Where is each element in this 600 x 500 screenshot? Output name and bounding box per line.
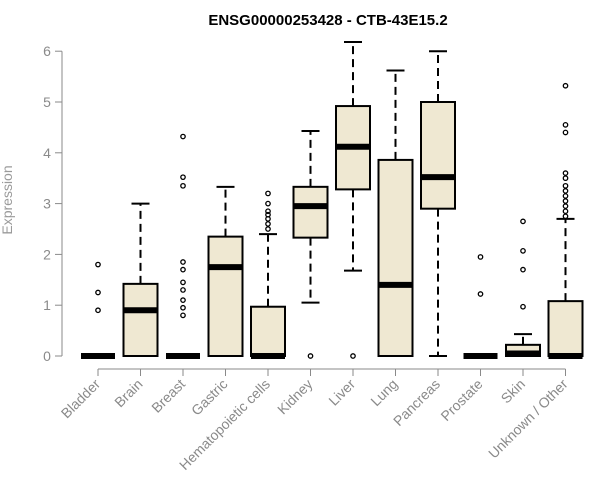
y-tick-label: 1 xyxy=(43,297,51,313)
box-gastric xyxy=(207,185,244,357)
outlier-point xyxy=(265,190,271,197)
outlier-point xyxy=(180,297,186,303)
outlier-point xyxy=(562,193,569,199)
box-brain xyxy=(122,202,159,358)
y-tick-label: 0 xyxy=(43,348,51,364)
x-tick-label: Prostate xyxy=(437,376,485,424)
x-tick-label: Brain xyxy=(111,376,145,410)
x-tick-label: Breast xyxy=(148,376,188,416)
x-tick-label: Skin xyxy=(498,376,529,407)
chart-title: ENSG00000253428 - CTB-43E15.2 xyxy=(208,12,447,29)
box-lung xyxy=(377,69,414,357)
y-tick-label: 3 xyxy=(43,196,51,212)
outlier-point xyxy=(562,203,569,209)
outlier-point xyxy=(95,289,101,296)
boxes xyxy=(81,41,584,359)
x-tick-label: Kidney xyxy=(274,376,316,418)
box-hematopoietic-cells xyxy=(250,190,286,359)
x-tick-label: Bladder xyxy=(58,376,104,422)
box-kidney xyxy=(292,129,329,359)
outlier-point xyxy=(562,198,569,204)
outlier-point xyxy=(180,279,186,286)
x-tick-label: Liver xyxy=(325,376,358,409)
outlier-point xyxy=(180,312,186,319)
outlier-point xyxy=(307,353,314,359)
outlier-point xyxy=(265,208,271,215)
y-tick-label: 5 xyxy=(43,94,51,110)
outlier-point xyxy=(180,133,186,140)
x-tick-label: Unknown / Other xyxy=(485,376,571,462)
outlier-point xyxy=(562,208,569,215)
box-unknown-other xyxy=(547,82,584,359)
box-body xyxy=(420,101,456,210)
outlier-point xyxy=(350,353,356,359)
outlier-point xyxy=(520,266,526,273)
outlier-point xyxy=(477,291,484,297)
box-breast xyxy=(166,133,200,359)
box-bladder xyxy=(81,261,115,359)
outlier-point xyxy=(95,261,101,268)
outlier-point xyxy=(520,218,526,225)
outlier-point xyxy=(562,188,569,194)
box-skin xyxy=(505,218,541,358)
outlier-point xyxy=(562,129,569,136)
outlier-point xyxy=(520,303,526,310)
outlier-point xyxy=(265,226,271,232)
box-body xyxy=(547,300,584,357)
outlier-point xyxy=(477,254,484,260)
outlier-point xyxy=(520,247,526,254)
outlier-point xyxy=(180,304,186,311)
outlier-point xyxy=(265,200,271,207)
outlier-point xyxy=(180,287,186,293)
outlier-point xyxy=(562,175,569,182)
outlier-point xyxy=(562,182,569,189)
outlier-point xyxy=(180,266,186,273)
box-pancreas xyxy=(420,50,456,357)
x-tick-label: Lung xyxy=(367,376,400,409)
y-axis-title: Expression xyxy=(0,165,15,234)
y-tick-label: 2 xyxy=(43,246,51,262)
box-body xyxy=(207,235,244,357)
outlier-point xyxy=(562,122,569,128)
outlier-point xyxy=(265,221,271,227)
box-body xyxy=(292,185,329,239)
box-prostate xyxy=(463,254,498,359)
box-body xyxy=(377,158,414,357)
x-tick-label: Pancreas xyxy=(390,376,443,429)
outlier-point xyxy=(95,307,101,314)
outlier-point xyxy=(180,182,186,189)
outlier-point xyxy=(562,213,569,220)
outlier-point xyxy=(562,170,569,176)
outlier-point xyxy=(265,211,271,218)
box-body xyxy=(122,282,159,358)
outlier-point xyxy=(562,82,569,89)
outlier-point xyxy=(180,259,186,265)
y-axis: 0 1 2 3 4 5 6 xyxy=(43,43,63,364)
box-body xyxy=(250,305,286,357)
box-liver xyxy=(335,41,371,359)
outlier-point xyxy=(180,174,186,181)
y-tick-label: 6 xyxy=(43,43,51,59)
y-tick-label: 4 xyxy=(43,145,51,161)
